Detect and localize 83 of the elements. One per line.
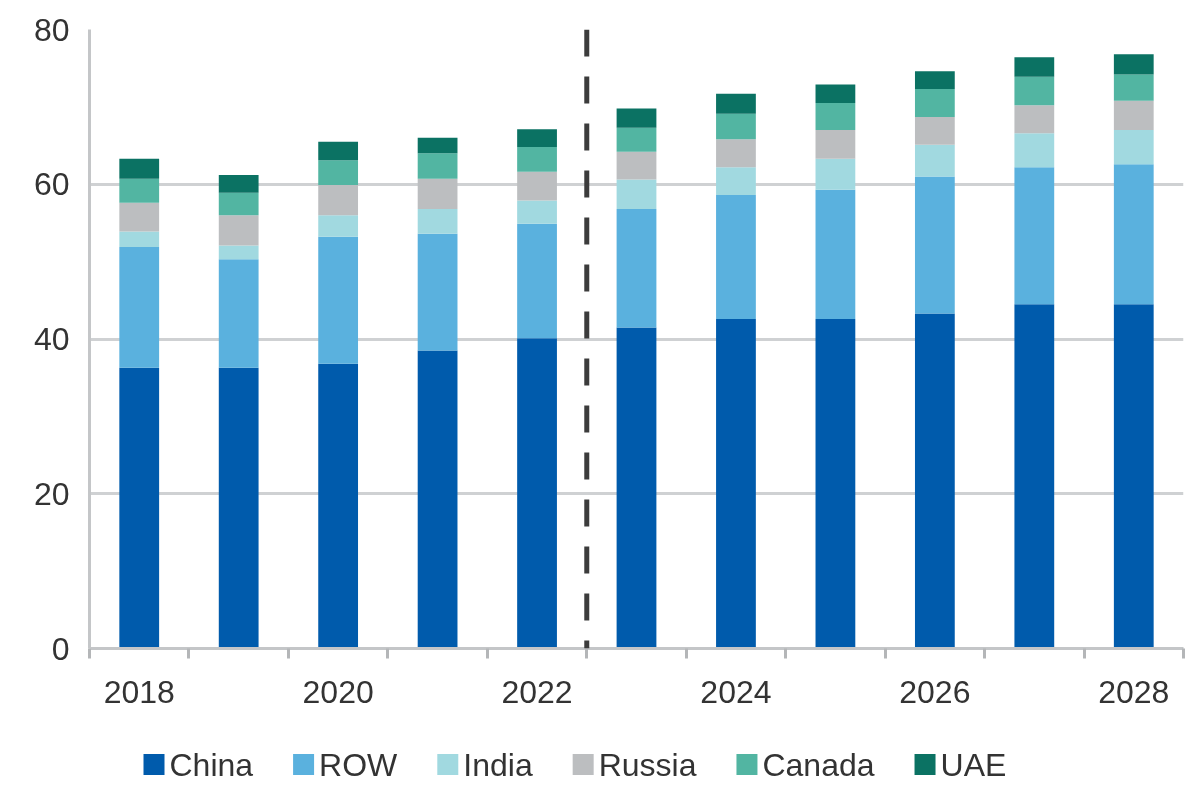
bar [914, 71, 955, 90]
bar [616, 327, 657, 649]
bar [1014, 105, 1055, 134]
bar [517, 147, 557, 172]
bar [517, 338, 557, 649]
y-tick-label: 0 [51, 630, 70, 667]
bar [417, 178, 458, 210]
bar [1014, 57, 1055, 77]
legend-label: China [169, 746, 254, 783]
bar [716, 139, 756, 168]
bar [616, 179, 657, 210]
bar [815, 158, 856, 190]
bar [815, 318, 856, 649]
legend-label: UAE [940, 746, 1007, 783]
bar [218, 174, 259, 193]
bar [1014, 133, 1055, 168]
bar [716, 318, 756, 649]
legend-label: Russia [598, 746, 697, 783]
bar [815, 84, 856, 104]
bar [119, 246, 160, 368]
bar [914, 176, 955, 314]
y-tick-label: 20 [33, 475, 70, 512]
bar [119, 231, 160, 247]
bar [318, 141, 359, 161]
bar [119, 158, 160, 179]
bar [616, 127, 657, 152]
bar [1113, 54, 1154, 75]
bar [417, 153, 458, 179]
x-tick-label: 2022 [501, 673, 573, 710]
bar [1014, 167, 1055, 305]
bar [914, 313, 955, 649]
bar [1014, 304, 1055, 649]
x-tick-label: 2020 [302, 673, 374, 710]
bar [218, 215, 259, 246]
bar [1113, 164, 1154, 305]
bar [517, 200, 557, 224]
y-tick-label: 40 [33, 321, 70, 357]
y-tick-label: 60 [33, 166, 70, 203]
bar [1014, 76, 1055, 106]
bar [218, 259, 259, 368]
bar [716, 195, 756, 319]
bar [815, 103, 856, 131]
bar [716, 167, 756, 196]
bar [517, 223, 557, 339]
legend-label: Canada [762, 746, 875, 783]
bar [119, 367, 160, 649]
bar [914, 116, 955, 145]
bar [1113, 100, 1154, 131]
bar [218, 192, 259, 216]
bar [815, 130, 856, 159]
bar [815, 189, 856, 319]
bar [218, 367, 259, 649]
x-tick-label: 2018 [103, 673, 175, 710]
bar [417, 209, 458, 234]
bar [417, 350, 458, 649]
bar [417, 137, 458, 154]
bar [318, 363, 359, 649]
bar [616, 108, 657, 128]
bar [1113, 304, 1154, 649]
bar [914, 144, 955, 177]
bar [417, 233, 458, 351]
bar [318, 215, 359, 237]
bar [318, 185, 359, 216]
bar [716, 93, 756, 114]
bar [716, 113, 756, 140]
x-tick-label: 2026 [899, 673, 971, 710]
bar [119, 178, 160, 203]
bar [914, 89, 955, 117]
y-tick-label: 80 [33, 11, 70, 48]
bar [218, 245, 259, 260]
legend-label: India [463, 746, 533, 783]
bar [616, 209, 657, 328]
legend-label: ROW [319, 746, 399, 783]
bar [318, 160, 359, 186]
bar [119, 202, 160, 232]
bar [1113, 74, 1154, 101]
x-tick-label: 2024 [700, 673, 772, 710]
bar [517, 129, 557, 148]
bar [1113, 130, 1154, 165]
bar [517, 171, 557, 201]
bar [616, 151, 657, 180]
bar [318, 236, 359, 364]
x-tick-label: 2028 [1098, 673, 1170, 710]
